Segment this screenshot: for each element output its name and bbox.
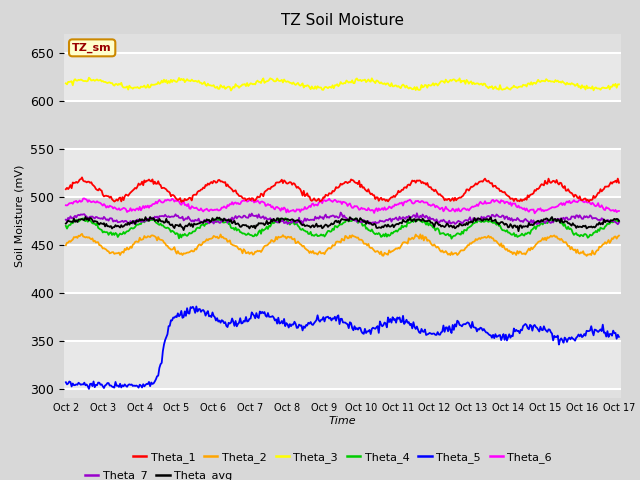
Text: TZ_sm: TZ_sm: [72, 43, 112, 53]
Bar: [64, 197, 621, 245]
Legend: Theta_7, Theta_avg: Theta_7, Theta_avg: [81, 466, 237, 480]
Bar: [64, 101, 621, 149]
Bar: [64, 293, 621, 341]
Bar: [64, 245, 621, 293]
Y-axis label: Soil Moisture (mV): Soil Moisture (mV): [15, 165, 25, 267]
Bar: [64, 53, 621, 101]
Title: TZ Soil Moisture: TZ Soil Moisture: [281, 13, 404, 28]
Bar: [64, 341, 621, 389]
Bar: [64, 149, 621, 197]
X-axis label: Time: Time: [328, 416, 356, 426]
